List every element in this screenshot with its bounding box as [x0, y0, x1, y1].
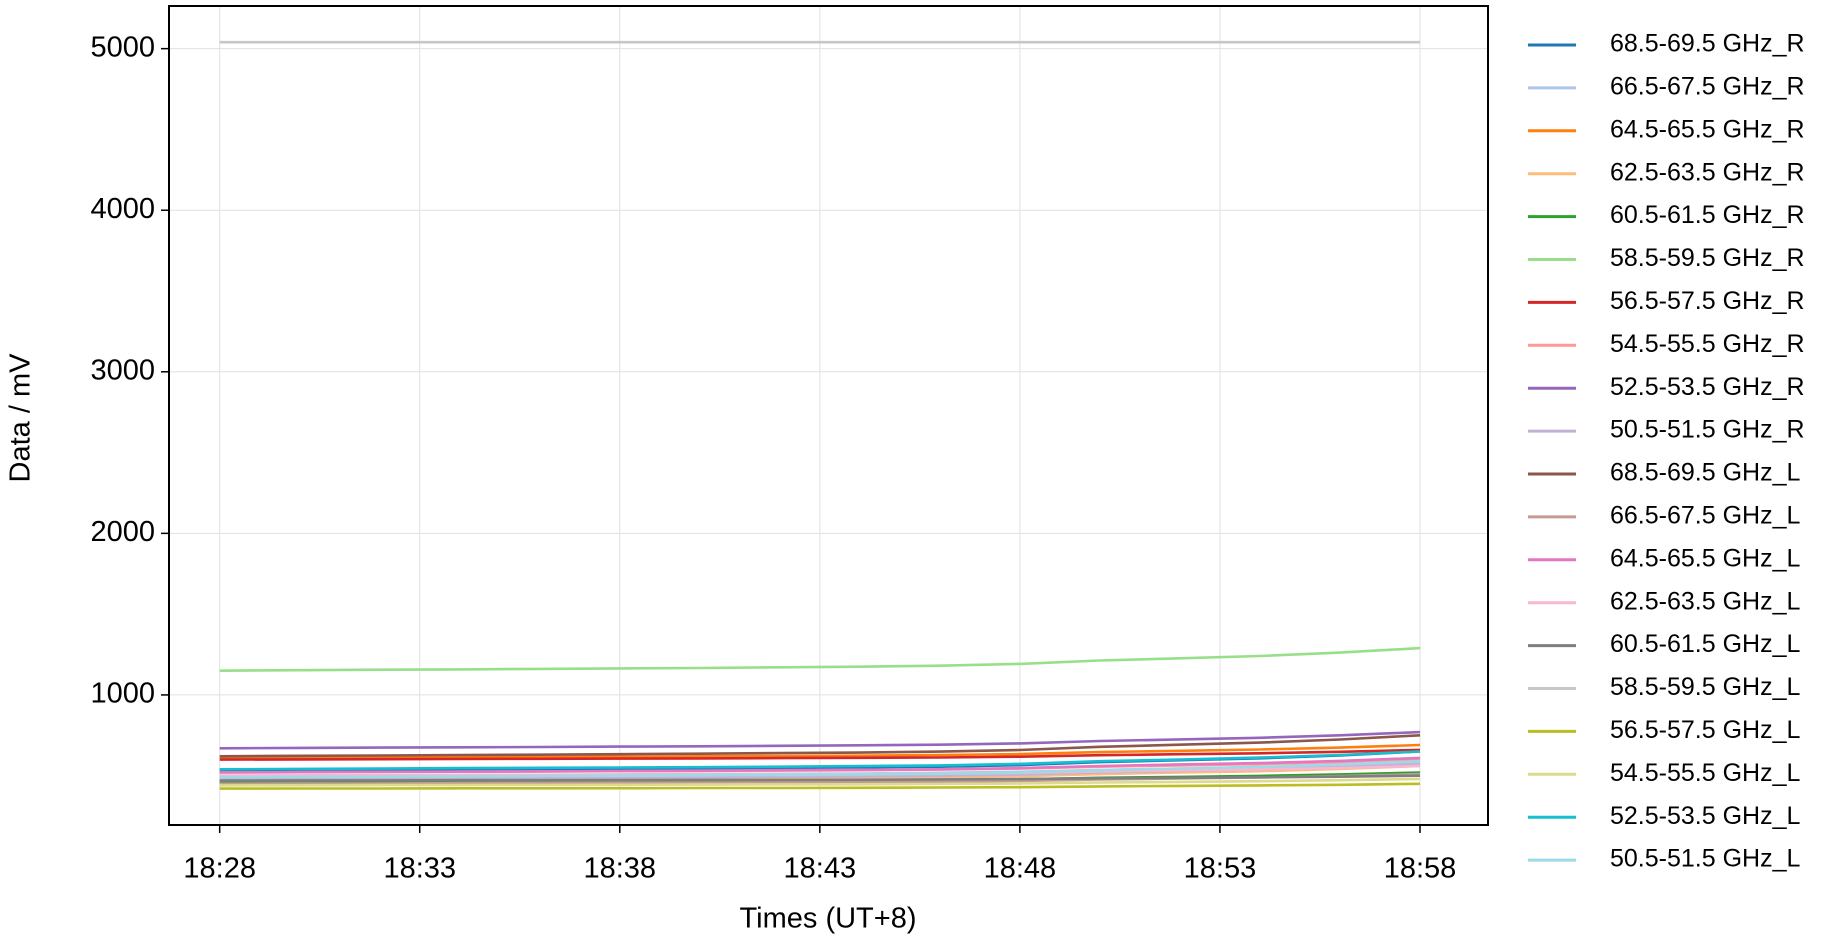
x-tick-label: 18:33 [383, 853, 456, 885]
series-line [219, 734, 1421, 758]
legend-label: 58.5-59.5 GHz_R [1610, 244, 1805, 272]
x-tick-label: 18:48 [984, 853, 1057, 885]
series-line [219, 646, 1421, 672]
legend-label: 50.5-51.5 GHz_L [1610, 845, 1800, 873]
y-axis-label: Data / mV [5, 353, 37, 483]
legend-label: 64.5-65.5 GHz_L [1610, 544, 1800, 572]
legend-label: 62.5-63.5 GHz_R [1610, 158, 1805, 186]
legend-label: 68.5-69.5 GHz_L [1610, 459, 1800, 487]
x-tick-label: 18:28 [183, 853, 256, 885]
series-line [219, 756, 1421, 774]
y-tick-label: 1000 [90, 678, 155, 710]
y-tick-label: 3000 [90, 354, 155, 386]
series-line [219, 743, 1421, 760]
legend-label: 54.5-55.5 GHz_L [1610, 759, 1800, 787]
x-tick-label: 18:38 [583, 853, 656, 885]
series-line [219, 750, 1421, 771]
legend-label: 54.5-55.5 GHz_R [1610, 330, 1805, 358]
series-line [219, 748, 1421, 761]
x-tick-label: 18:43 [784, 853, 857, 885]
legend-label: 66.5-67.5 GHz_L [1610, 502, 1800, 530]
legend-label: 50.5-51.5 GHz_R [1610, 416, 1805, 444]
legend-label: 64.5-65.5 GHz_R [1610, 115, 1805, 143]
y-tick-label: 4000 [90, 193, 155, 225]
legend-label: 52.5-53.5 GHz_R [1610, 373, 1805, 401]
legend-label: 66.5-67.5 GHz_R [1610, 73, 1805, 101]
plot-frame [168, 5, 1489, 826]
legend-label: 56.5-57.5 GHz_L [1610, 716, 1800, 744]
legend-label: 60.5-61.5 GHz_L [1610, 630, 1800, 658]
legend-label: 58.5-59.5 GHz_L [1610, 673, 1800, 701]
x-tick-label: 18:58 [1384, 853, 1457, 885]
legend-label: 68.5-69.5 GHz_R [1610, 30, 1805, 58]
series-line [219, 730, 1421, 750]
y-tick-label: 5000 [90, 31, 155, 63]
x-tick-label: 18:53 [1184, 853, 1257, 885]
legend-label: 56.5-57.5 GHz_R [1610, 287, 1805, 315]
legend-label: 62.5-63.5 GHz_L [1610, 587, 1800, 615]
series-line [219, 774, 1421, 782]
series-line [219, 759, 1421, 779]
legend-label: 52.5-53.5 GHz_L [1610, 802, 1800, 830]
y-tick-label: 2000 [90, 516, 155, 548]
x-axis-label: Times (UT+8) [740, 903, 917, 935]
legend-label: 60.5-61.5 GHz_R [1610, 201, 1805, 229]
series-line [219, 782, 1421, 790]
series-line [219, 777, 1421, 787]
